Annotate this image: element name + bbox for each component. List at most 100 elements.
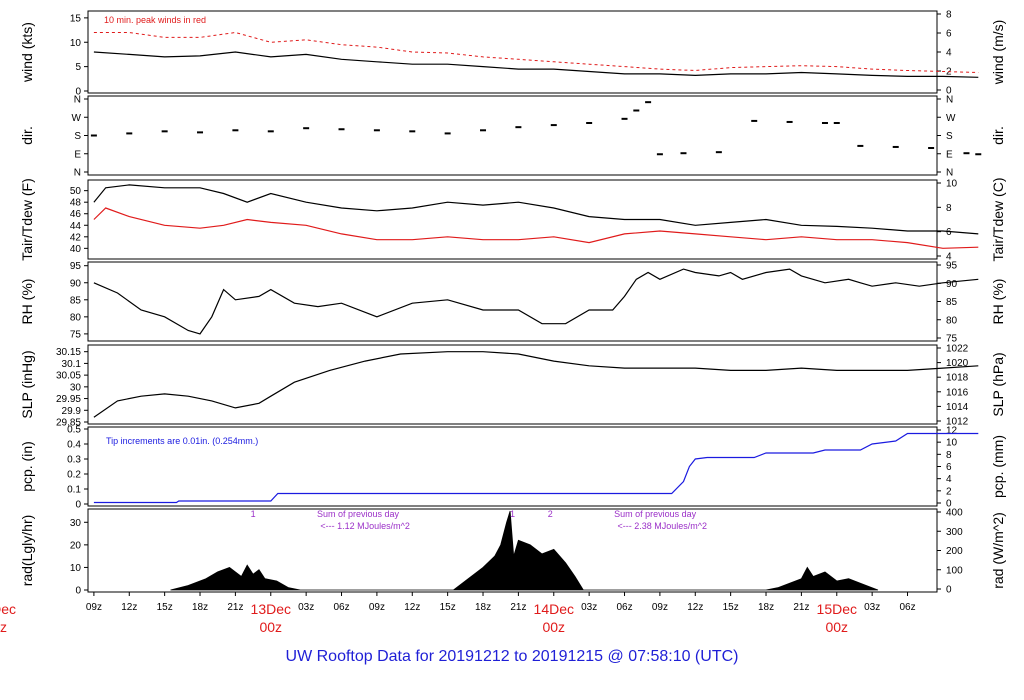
edge-day-label: 12Dec <box>0 601 16 617</box>
day-label: 15Dec <box>817 601 857 617</box>
left-tick-label: 46 <box>70 209 82 220</box>
left-tick-label: 0 <box>75 500 81 511</box>
ylabel-right: Tair/Tdew (C) <box>990 177 1006 261</box>
left-tick-label: N <box>74 168 81 179</box>
right-tick-label: 4 <box>946 252 952 263</box>
right-tick-label: 6 <box>946 462 952 473</box>
ylabel-right: SLP (hPa) <box>990 352 1006 416</box>
ylabel-right: pcp. (mm) <box>990 435 1006 498</box>
right-tick-label: 0 <box>946 86 952 97</box>
left-tick-label: 30 <box>70 382 82 393</box>
radiation-area <box>170 510 879 591</box>
ylabel-left: dir. <box>19 126 35 145</box>
left-tick-label: 48 <box>70 198 82 209</box>
right-tick-label: 6 <box>946 227 952 238</box>
panel-frame <box>87 95 938 176</box>
right-tick-label: 12 <box>946 426 958 437</box>
right-tick-label: 400 <box>946 508 963 519</box>
right-tick-label: 85 <box>946 297 958 308</box>
right-tick-label: 1018 <box>946 373 969 384</box>
right-tick-label: 8 <box>946 10 952 21</box>
right-tick-label: 300 <box>946 527 963 538</box>
rad-annotation: 1 <box>510 509 515 519</box>
series-line-0 <box>93 184 979 235</box>
left-tick-label: 0.2 <box>67 470 81 481</box>
wind-annotation: 10 min. peak winds in red <box>104 15 206 25</box>
left-tick-label: 10 <box>70 563 82 574</box>
right-tick-label: 0 <box>946 585 952 596</box>
right-tick-label: N <box>946 168 953 179</box>
day-hour-label: 00z <box>825 619 848 635</box>
left-tick-label: W <box>72 113 82 124</box>
rad-annotation: <--- 1.12 MJoules/m^2 <box>320 521 410 531</box>
series-line-0 <box>93 432 979 504</box>
left-tick-label: 10 <box>70 38 82 49</box>
right-tick-label: 200 <box>946 546 963 557</box>
right-tick-label: 75 <box>946 334 958 345</box>
left-tick-label: 85 <box>70 295 82 306</box>
right-tick-label: S <box>946 131 953 142</box>
left-tick-label: 30.1 <box>62 359 82 370</box>
edge-hour-label: 00z <box>0 619 7 635</box>
left-tick-label: 44 <box>70 221 82 232</box>
right-tick-label: 90 <box>946 279 958 290</box>
panel-frame <box>87 10 938 94</box>
right-tick-label: 2 <box>946 486 952 497</box>
left-tick-label: 75 <box>70 329 82 340</box>
right-tick-label: 10 <box>946 179 958 190</box>
x-tick-label: 15z <box>723 602 739 613</box>
series-line-0 <box>93 351 979 418</box>
day-hour-label: 00z <box>259 619 282 635</box>
panel-frame <box>87 179 938 260</box>
right-tick-label: 1012 <box>946 417 969 428</box>
x-tick-label: 15z <box>440 602 456 613</box>
left-tick-label: 0.1 <box>67 485 81 496</box>
right-tick-label: 6 <box>946 29 952 40</box>
left-tick-label: 42 <box>70 232 82 243</box>
left-tick-label: 0 <box>75 87 81 98</box>
panel-frame <box>87 344 938 425</box>
rad-annotation: 2 <box>548 509 553 519</box>
right-tick-label: 95 <box>946 261 958 272</box>
left-tick-label: S <box>74 131 81 142</box>
day-hour-label: 00z <box>542 619 565 635</box>
left-tick-label: E <box>74 149 81 160</box>
right-tick-label: 1022 <box>946 344 969 355</box>
left-tick-label: 90 <box>70 278 82 289</box>
right-tick-label: 100 <box>946 565 963 576</box>
left-tick-label: 5 <box>75 62 81 73</box>
left-tick-label: 15 <box>70 13 82 24</box>
left-tick-label: 29.9 <box>62 406 82 417</box>
left-tick-label: 0.5 <box>67 425 81 436</box>
series-line-1 <box>93 31 979 73</box>
x-tick-label: 21z <box>227 602 243 613</box>
series-line-0 <box>93 51 979 78</box>
x-tick-label: 12z <box>687 602 703 613</box>
ylabel-left: RH (%) <box>19 279 35 325</box>
ylabel-left: wind (kts) <box>19 22 35 83</box>
right-tick-label: 8 <box>946 203 952 214</box>
right-tick-label: W <box>946 113 956 124</box>
x-tick-label: 06z <box>899 602 915 613</box>
left-tick-label: 95 <box>70 261 82 272</box>
right-tick-label: 80 <box>946 315 958 326</box>
rad-annotation: Sum of previous day <box>614 509 697 519</box>
right-tick-label: 8 <box>946 450 952 461</box>
x-tick-label: 03z <box>298 602 314 613</box>
x-tick-label: 09z <box>86 602 102 613</box>
left-tick-label: 0.4 <box>67 440 81 451</box>
rad-annotation: 1 <box>251 509 256 519</box>
left-tick-label: 30.05 <box>56 371 81 382</box>
x-tick-label: 09z <box>369 602 385 613</box>
footer-title: UW Rooftop Data for 20191212 to 20191215… <box>285 648 739 665</box>
x-tick-label: 21z <box>510 602 526 613</box>
left-tick-label: 20 <box>70 540 82 551</box>
x-tick-label: 09z <box>652 602 668 613</box>
left-tick-label: 29.95 <box>56 394 81 405</box>
right-tick-label: E <box>946 149 953 160</box>
